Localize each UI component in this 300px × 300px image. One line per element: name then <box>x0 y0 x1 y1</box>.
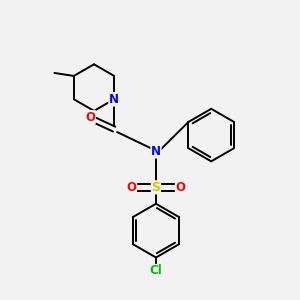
Text: S: S <box>152 181 160 194</box>
Text: O: O <box>85 111 95 124</box>
Text: O: O <box>127 181 136 194</box>
Text: N: N <box>109 93 119 106</box>
Text: N: N <box>151 145 161 158</box>
Text: Cl: Cl <box>150 264 162 278</box>
Text: N: N <box>109 93 119 106</box>
Text: O: O <box>176 181 185 194</box>
